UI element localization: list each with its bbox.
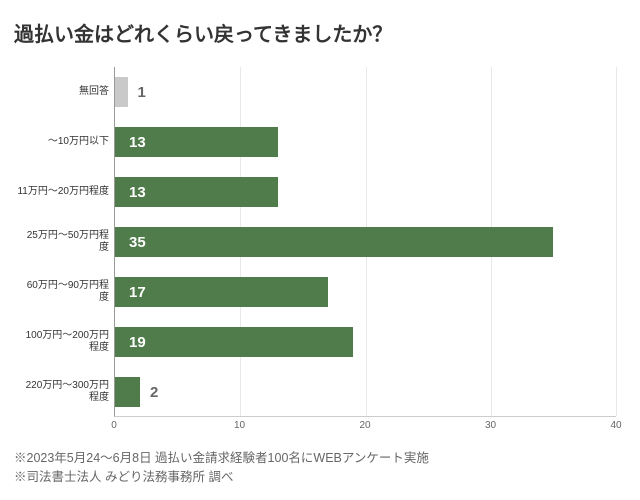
bar-value: 1 (128, 84, 146, 101)
bar-value: 2 (140, 384, 158, 401)
x-tick-label: 0 (111, 420, 117, 431)
x-tick-label: 10 (234, 420, 245, 431)
chart-title: 過払い金はどれくらい戻ってきましたか？ (14, 18, 626, 47)
bar (115, 77, 128, 107)
footnote-line: ※司法書士法人 みどり法務事務所 調べ (14, 468, 626, 487)
bar-value: 35 (115, 234, 146, 251)
bar-value: 13 (115, 184, 146, 201)
category-label: 〜10万円以下 (17, 136, 115, 148)
bar-value: 19 (115, 334, 146, 351)
bar: 35 (115, 227, 553, 257)
x-tick-label: 30 (485, 420, 496, 431)
chart-area: 無回答1〜10万円以下1311万円〜20万円程度1325万円〜50万円程度356… (114, 67, 616, 437)
x-tick-label: 20 (359, 420, 370, 431)
category-label: 220万円〜300万円程度 (17, 380, 115, 404)
category-label: 100万円〜200万円程度 (17, 330, 115, 354)
bar-row: 11万円〜20万円程度13 (115, 167, 616, 217)
category-label: 11万円〜20万円程度 (17, 186, 115, 198)
x-axis: 010203040 (114, 417, 616, 437)
bar-value: 17 (115, 284, 146, 301)
bar-row: 無回答1 (115, 67, 616, 117)
bar-value: 13 (115, 134, 146, 151)
category-label: 60万円〜90万円程度 (17, 280, 115, 304)
category-label: 25万円〜50万円程度 (17, 230, 115, 254)
gridline (616, 67, 617, 416)
x-tick-label: 40 (610, 420, 621, 431)
bar-row: 100万円〜200万円程度19 (115, 317, 616, 367)
chart-plot: 無回答1〜10万円以下1311万円〜20万円程度1325万円〜50万円程度356… (114, 67, 616, 417)
bar (115, 377, 140, 407)
category-label: 無回答 (17, 86, 115, 98)
bar-row: 220万円〜300万円程度2 (115, 367, 616, 417)
bar: 19 (115, 327, 353, 357)
bar-row: 〜10万円以下13 (115, 117, 616, 167)
bar: 13 (115, 127, 278, 157)
bar: 17 (115, 277, 328, 307)
bar-row: 60万円〜90万円程度17 (115, 267, 616, 317)
bar-row: 25万円〜50万円程度35 (115, 217, 616, 267)
footnote-line: ※2023年5月24〜6月8日 過払い金請求経験者100名にWEBアンケート実施 (14, 449, 626, 468)
bar: 13 (115, 177, 278, 207)
footnotes: ※2023年5月24〜6月8日 過払い金請求経験者100名にWEBアンケート実施… (14, 449, 626, 487)
